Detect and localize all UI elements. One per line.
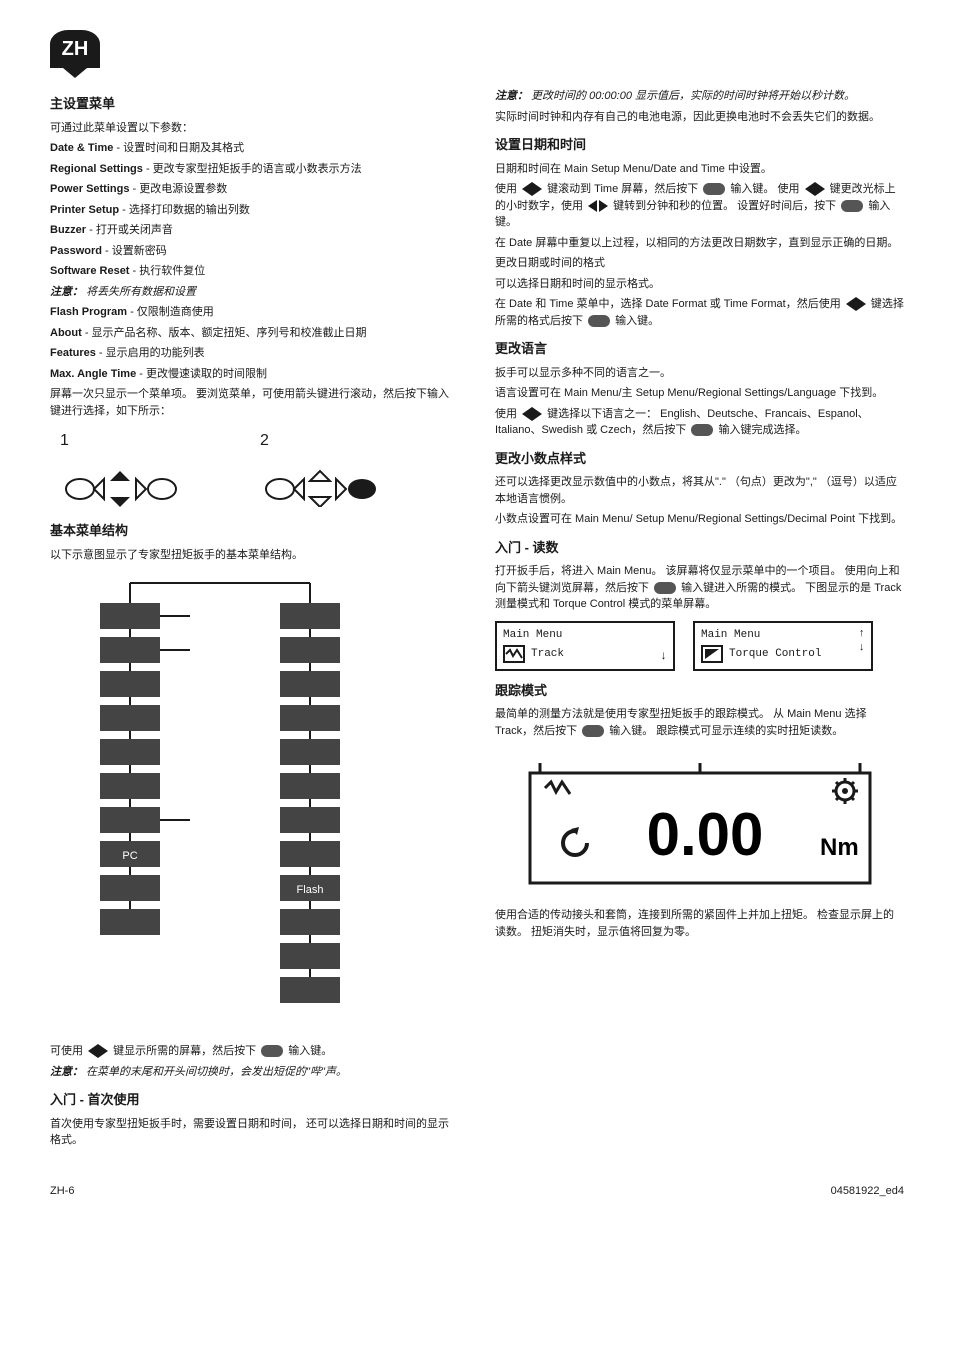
setup-item: Power Settings - 更改电源设置参数 — [50, 181, 459, 198]
note-beep: 注意： 在菜单的末尾和开头间切换时，会发出短促的"哔"声。 — [50, 1064, 459, 1081]
set-dt-steps: 使用 键滚动到 Time 屏幕，然后按下 输入键。 使用 键更改光标上的小时数字… — [495, 181, 904, 231]
basic-menu-text: 以下示意图显示了专家型扭矩扳手的基本菜单结构。 — [50, 547, 459, 564]
right-column: 注意： 更改时间的 00:00:00 显示值后，实际的时间时钟将开始以秒计数。 … — [495, 84, 904, 1153]
left-right-key-icon — [586, 199, 610, 213]
up-down-key-icon — [844, 296, 868, 312]
footer-page-number: ZH-6 — [50, 1183, 74, 1200]
decimal-path: 小数点设置可在 Main Menu/ Setup Menu/Regional S… — [495, 511, 904, 528]
note-text: 注意： 将丢失所有数据和设置 — [50, 284, 459, 301]
svg-text:Flash: Flash — [297, 884, 324, 896]
language-badge: ZH — [50, 30, 100, 68]
readings-desc: 打开扳手后，将进入 Main Menu。 该屏幕将仅显示菜单中的一个项目。 使用… — [495, 563, 904, 613]
track-use-desc: 使用合适的传动接头和套筒，连接到所需的紧固件上并加上扭矩。 检查显示屏上的读数。… — [495, 907, 904, 940]
heading-track-mode: 跟踪模式 — [495, 681, 904, 701]
heading-change-lang: 更改语言 — [495, 339, 904, 359]
keypad-figure-1 — [60, 457, 180, 507]
set-dt-repeat: 在 Date 屏幕中重复以上过程，以相同的方法更改日期数字，直到显示正确的日期。 — [495, 235, 904, 252]
heading-first-use: 入门 - 首次使用 — [50, 1090, 459, 1110]
note-time: 注意： 更改时间的 00:00:00 显示值后，实际的时间时钟将开始以秒计数。 — [495, 88, 904, 105]
setup-item: Date & Time - 设置时间和日期及其格式 — [50, 140, 459, 157]
svg-text:PC: PC — [122, 850, 137, 862]
first-use-text: 首次使用专家型扭矩扳手时，需要设置日期和时间， 还可以选择日期和时间的显示格式。 — [50, 1116, 459, 1149]
enter-key-icon — [582, 725, 604, 737]
enter-key-icon — [841, 200, 863, 212]
enter-key-icon — [261, 1045, 283, 1057]
heading-basic-menu: 基本菜单结构 — [50, 521, 459, 541]
setup-item: Max. Angle Time - 更改慢速读取的时间限制 — [50, 366, 459, 383]
demo-label-2: 2 — [260, 429, 380, 453]
demo-label-1: 1 — [60, 429, 180, 453]
scroll-down-icon: ↓ — [660, 647, 667, 665]
setup-item: About - 显示产品名称、版本、额定扭矩、序列号和校准截止日期 — [50, 325, 459, 342]
up-down-key-icon — [520, 406, 544, 422]
setup-item: Password - 设置新密码 — [50, 243, 459, 260]
decimal-desc: 还可以选择更改显示数值中的小数点，将其从"." （句点）更改为"," （逗号）以… — [495, 474, 904, 507]
heading-main-setup: 主设置菜单 — [50, 94, 459, 114]
lang-path: 语言设置可在 Main Menu/主 Setup Menu/Regional S… — [495, 385, 904, 402]
svg-text:0.00: 0.00 — [646, 801, 763, 868]
heading-readings: 入门 - 读数 — [495, 538, 904, 558]
track-icon — [503, 645, 525, 663]
scroll-instruction: 屏幕一次只显示一个菜单项。 要浏览菜单，可使用箭头键进行滚动，然后按下输入键进行… — [50, 386, 459, 419]
lang-desc: 扳手可以显示多种不同的语言之一。 — [495, 365, 904, 382]
up-down-key-icon — [803, 181, 827, 197]
left-column: 主设置菜单 可通过此菜单设置以下参数： Date & Time - 设置时间和日… — [50, 84, 459, 1153]
set-dt-format-sub: 更改日期或时间的格式 — [495, 255, 904, 272]
page-footer: ZH-6 04581922_ed4 — [50, 1183, 904, 1200]
enter-key-icon — [654, 582, 676, 594]
set-dt-format-steps: 在 Date 和 Time 菜单中，选择 Date Format 或 Time … — [495, 296, 904, 329]
footer-doc-id: 04581922_ed4 — [831, 1183, 904, 1200]
torque-icon — [701, 645, 723, 663]
heading-decimal: 更改小数点样式 — [495, 449, 904, 469]
set-dt-path: 日期和时间在 Main Setup Menu/Date and Time 中设置… — [495, 161, 904, 178]
setup-item: Software Reset - 执行软件复位 — [50, 263, 459, 280]
setup-item: Features - 显示启用的功能列表 — [50, 345, 459, 362]
keypad-demo: 1 2 — [60, 429, 459, 507]
setup-item: Flash Program - 仅限制造商使用 — [50, 304, 459, 321]
intro-text: 可通过此菜单设置以下参数： — [50, 120, 459, 137]
track-desc: 最简单的测量方法就是使用专家型扭矩扳手的跟踪模式。 从 Main Menu 选择… — [495, 706, 904, 739]
up-down-key-icon — [520, 181, 544, 197]
clock-info: 实际时间时钟和内存有自己的电池电源，因此更换电池时不会丢失它们的数据。 — [495, 109, 904, 126]
menu-screen-track: Main Menu Track ↓ — [495, 621, 675, 671]
keypad-figure-2 — [260, 457, 380, 507]
set-dt-format-desc: 可以选择日期和时间的显示格式。 — [495, 276, 904, 293]
menu-tree-diagram: PC Flash — [50, 573, 459, 1033]
enter-key-icon — [703, 183, 725, 195]
up-down-key-icon — [86, 1043, 110, 1059]
heading-set-datetime: 设置日期和时间 — [495, 135, 904, 155]
setup-item: Regional Settings - 更改专家型扭矩扳手的语言或小数表示方法 — [50, 161, 459, 178]
content-columns: 主设置菜单 可通过此菜单设置以下参数： Date & Time - 设置时间和日… — [50, 84, 904, 1153]
use-keys-text: 可使用 键显示所需的屏幕，然后按下 输入键。 — [50, 1043, 459, 1060]
enter-key-icon — [588, 315, 610, 327]
setup-item: Printer Setup - 选择打印数据的输出列数 — [50, 202, 459, 219]
enter-key-icon — [691, 424, 713, 436]
torque-display-figure: 0.00 Nm — [495, 753, 904, 893]
scroll-arrows-icon: ↑↓ — [858, 629, 865, 657]
menu-screenshots: Main Menu Track ↓ Main Menu Torque Contr… — [495, 621, 904, 671]
setup-item: Buzzer - 打开或关闭声音 — [50, 222, 459, 239]
lang-steps: 使用 键选择以下语言之一： English、Deutsche、Francais、… — [495, 406, 904, 439]
menu-screen-torque: Main Menu Torque Control ↑↓ — [693, 621, 873, 671]
svg-text:Nm: Nm — [820, 834, 859, 861]
